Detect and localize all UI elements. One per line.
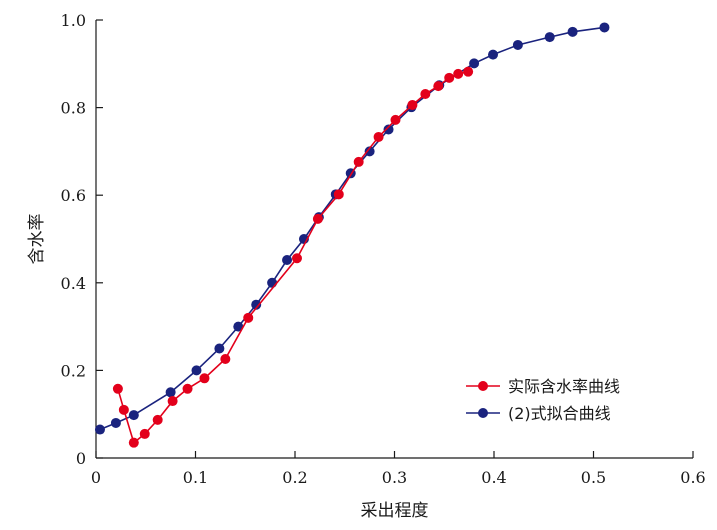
x-tick-label: 0.5 <box>581 468 606 487</box>
data-point <box>463 66 474 77</box>
data-point <box>128 437 139 448</box>
series-fitted <box>94 22 610 435</box>
y-axis-title: 含水率 <box>27 214 47 265</box>
data-point <box>599 22 610 33</box>
y-tick-label: 1.0 <box>61 11 86 30</box>
axes: 0 0.1 0.2 0.3 0.4 0.5 0.6 0 0.2 0.4 0.6 0.8 1.0 <box>61 11 706 487</box>
legend-item: 实际含水率曲线 <box>466 377 620 396</box>
data-point <box>243 312 254 323</box>
data-point <box>191 365 202 376</box>
data-point <box>420 89 431 100</box>
series-actual <box>112 66 474 448</box>
data-point <box>112 383 123 394</box>
data-point <box>312 213 323 224</box>
data-point <box>383 124 394 135</box>
series-line <box>117 70 469 445</box>
data-point <box>282 255 293 266</box>
x-tick-label: 0.3 <box>382 468 407 487</box>
data-point <box>167 396 178 407</box>
y-tick-label: 0.4 <box>61 274 86 293</box>
data-point <box>512 39 523 50</box>
x-tick-label: 0.4 <box>481 468 506 487</box>
data-point <box>407 99 418 110</box>
data-point <box>444 72 455 83</box>
data-point <box>469 58 480 69</box>
data-point <box>152 414 163 425</box>
x-tick-label: 0.6 <box>680 468 705 487</box>
x-tick-label: 0 <box>91 468 101 487</box>
series-line <box>99 26 605 431</box>
legend-label: (2)式拟合曲线 <box>508 404 611 423</box>
data-point <box>364 146 375 157</box>
data-point <box>110 417 121 428</box>
data-point <box>488 49 499 60</box>
data-point <box>165 387 176 398</box>
y-tick-label: 0.2 <box>61 361 86 380</box>
data-point <box>433 81 444 92</box>
legend-marker <box>478 408 488 418</box>
data-point <box>453 68 464 79</box>
data-point <box>567 26 578 37</box>
data-point <box>353 156 364 167</box>
legend-item: (2)式拟合曲线 <box>466 404 611 423</box>
data-point <box>220 354 231 365</box>
x-tick-label: 0.1 <box>183 468 208 487</box>
y-tick-label: 0.8 <box>61 99 86 118</box>
x-axis-title: 采出程度 <box>361 501 429 521</box>
data-point <box>291 253 302 264</box>
data-point <box>182 383 193 394</box>
data-point <box>139 428 150 439</box>
legend-marker <box>478 381 488 391</box>
data-point <box>214 343 225 354</box>
data-point <box>390 114 401 125</box>
data-point <box>128 410 139 421</box>
data-point <box>373 131 384 142</box>
y-tick-label: 0 <box>76 449 86 468</box>
data-point <box>233 321 244 332</box>
data-point <box>333 189 344 200</box>
data-point <box>544 32 555 43</box>
data-point <box>118 404 129 415</box>
data-point <box>94 424 105 435</box>
data-point <box>199 373 210 384</box>
data-point <box>251 299 262 310</box>
data-point <box>267 277 278 288</box>
legend-label: 实际含水率曲线 <box>508 377 620 396</box>
y-tick-label: 0.6 <box>61 186 86 205</box>
x-tick-label: 0.2 <box>282 468 307 487</box>
series-layer <box>94 22 610 448</box>
legend: 实际含水率曲线 (2)式拟合曲线 <box>466 377 620 423</box>
